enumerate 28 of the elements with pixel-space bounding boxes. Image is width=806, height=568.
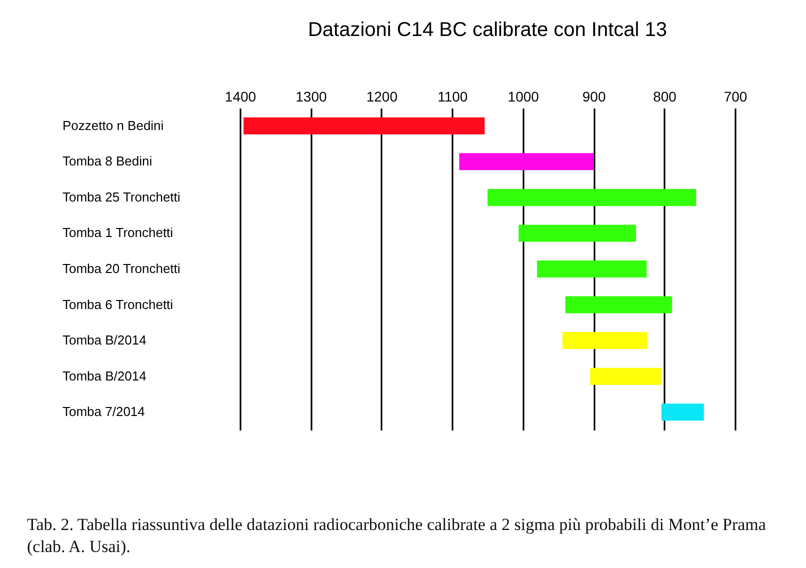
bar (565, 296, 672, 314)
x-tick-label: 1200 (366, 88, 398, 104)
bar (488, 188, 696, 206)
x-tick-label: 1400 (224, 88, 256, 104)
x-tick-label: 900 (582, 88, 606, 104)
y-tick-label: Tomba 6 Tronchetti (62, 296, 174, 312)
y-tick-label: Tomba 1 Tronchetti (62, 225, 174, 240)
y-tick-label: Tomba 7/2014 (62, 404, 145, 420)
bar (518, 224, 636, 242)
x-tick-label: 1100 (438, 88, 468, 104)
bar (459, 153, 594, 170)
chart-title: Datazioni C14 BC calibrate con Intcal 13 (308, 19, 668, 41)
bar (661, 404, 704, 421)
bar (590, 368, 662, 385)
y-tick-label: Tomba 8 Bedini (62, 154, 152, 169)
bar (244, 117, 485, 134)
y-tick-label: Tomba 20 Tronchetti (62, 261, 180, 276)
x-tick-label: 800 (653, 88, 677, 104)
x-tick-label: 1000 (508, 88, 540, 104)
x-tick-label: 700 (724, 88, 748, 104)
y-tick-label: Tomba B/2014 (62, 332, 146, 348)
bar (537, 260, 647, 278)
y-tick-label: Tomba 25 Tronchetti (62, 189, 180, 204)
y-tick-label: Pozzetto n Bedini (62, 118, 164, 133)
caption: Tab. 2. Tabella riassuntiva delle datazioni radiocarboniche calibrate a 2 sigma più probabili di Mont’e Prama (clab. A. Usai). (27, 514, 767, 558)
x-tick-label: 1300 (296, 88, 327, 104)
y-tick-label: Tomba B/2014 (62, 368, 146, 384)
bar (562, 332, 648, 350)
